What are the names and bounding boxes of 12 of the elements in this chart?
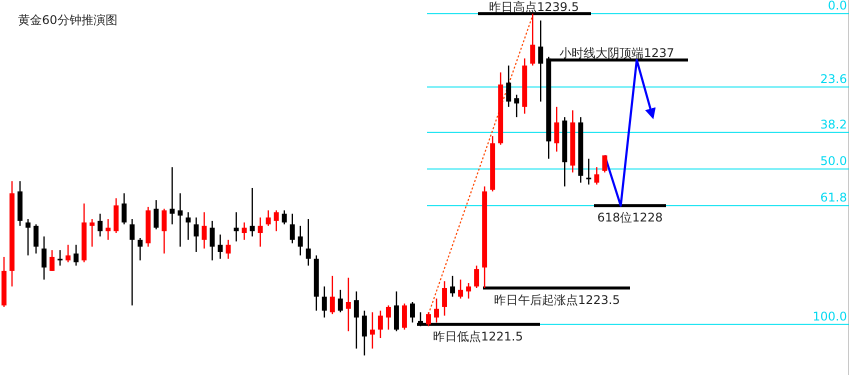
title: 黄金60分钟推演图: [18, 13, 118, 27]
y-tick-label: 100.0: [812, 309, 847, 324]
y-tick-label: 38.2: [820, 117, 847, 132]
y-tick-label: 23.6: [820, 72, 847, 86]
ref-line-label: 昨日低点1221.5: [433, 329, 523, 344]
ref-line-label: 昨日高点1239.5: [489, 0, 579, 14]
y-tick-label: 50.0: [820, 154, 847, 168]
y-tick-label: 61.8: [820, 190, 847, 205]
ref-line-label: 昨日午后起涨点1223.5: [494, 293, 620, 308]
y-tick-label: 0.0: [828, 0, 847, 13]
ref-line-label: 618位1228: [597, 210, 663, 225]
ref-line-label: 小时线大阴顶端1237: [560, 46, 674, 60]
